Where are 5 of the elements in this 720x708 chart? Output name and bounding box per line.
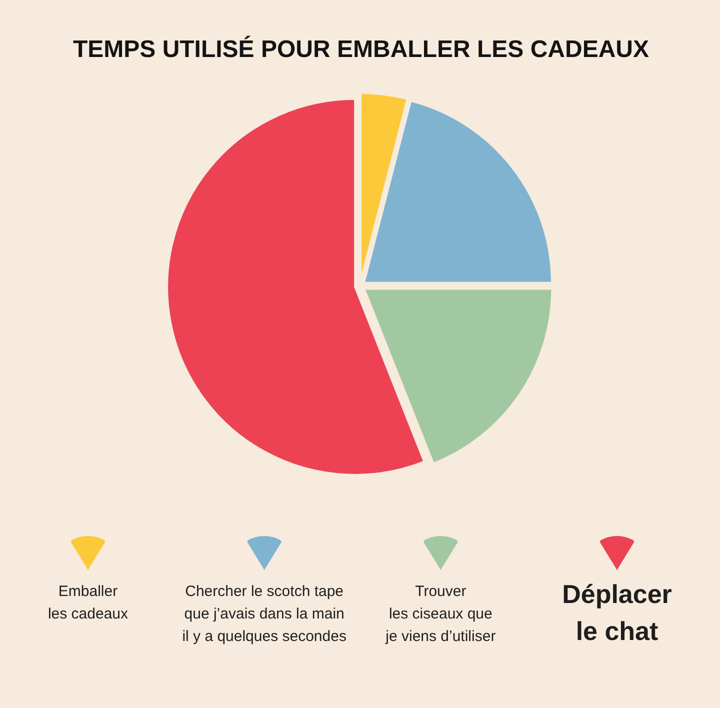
chart-title: TEMPS UTILISÉ POUR EMBALLER LES CADEAUX bbox=[72, 35, 650, 63]
legend-label: Déplacer le chat bbox=[562, 579, 672, 646]
legend-label: Emballer les cadeaux bbox=[48, 583, 129, 622]
legend-label: Trouver les ciseaux que je viens d’utiliser bbox=[384, 583, 496, 645]
legend-label: Chercher le scotch tape que j’avais dans la main il y a quelques secondes bbox=[182, 583, 346, 645]
